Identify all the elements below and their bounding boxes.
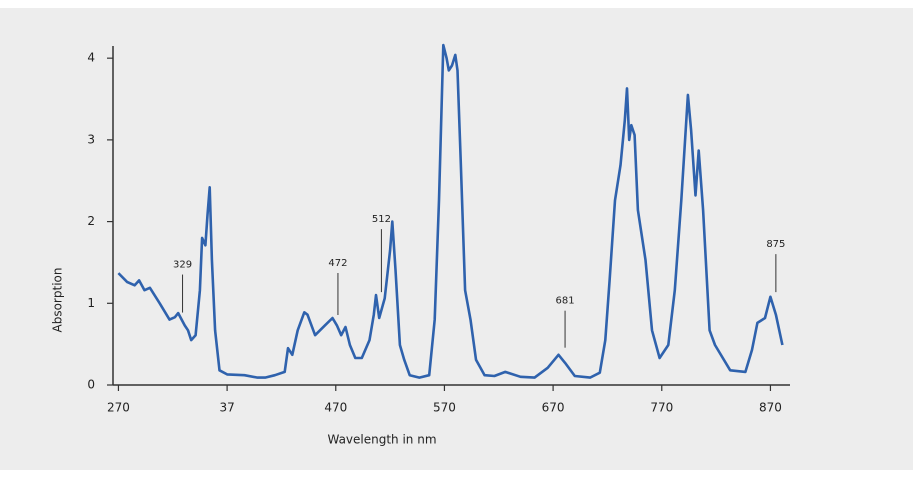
- annotation-label: 472: [328, 258, 347, 269]
- panel-background: [0, 8, 913, 470]
- x-tick-label: 670: [542, 401, 565, 415]
- annotation-label: 512: [372, 214, 391, 225]
- y-tick-label: 1: [87, 296, 95, 310]
- annotation-label: 329: [173, 260, 192, 271]
- x-tick-label: 470: [324, 401, 347, 415]
- y-tick-label: 3: [87, 132, 95, 146]
- y-tick-label: 0: [87, 378, 95, 392]
- x-axis-label: Wavelength in nm: [327, 433, 436, 447]
- x-tick-label: 770: [650, 401, 673, 415]
- annotation-label: 875: [766, 239, 785, 250]
- y-tick-label: 4: [87, 51, 95, 65]
- x-tick-label: 570: [433, 401, 456, 415]
- y-axis-label: Absorption: [51, 268, 65, 333]
- annotation-label: 681: [556, 296, 575, 307]
- y-tick-label: 2: [87, 214, 95, 228]
- x-tick-label: 870: [759, 401, 782, 415]
- x-tick-label: 270: [107, 401, 130, 415]
- x-tick-label: 37: [219, 401, 234, 415]
- spectrum-line: [117, 43, 784, 379]
